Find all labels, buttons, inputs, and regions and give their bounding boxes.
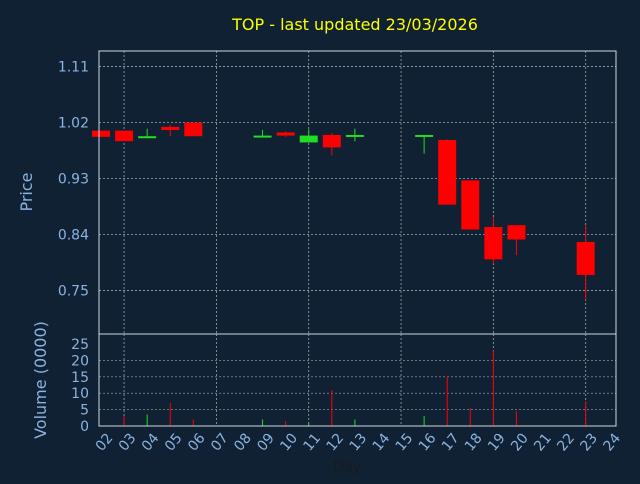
price-y-tick-label: 0.75 xyxy=(58,283,89,299)
x-tick-label: 10 xyxy=(277,430,301,454)
price-candles xyxy=(92,122,595,300)
volume-y-tick-label: 5 xyxy=(80,403,89,419)
x-tick-label: 11 xyxy=(300,430,324,454)
candle-body-23 xyxy=(576,241,595,275)
candle-body-13 xyxy=(345,134,364,137)
candle-body-03 xyxy=(115,130,134,142)
x-tick-label: 12 xyxy=(324,430,348,454)
volume-y-tick-label: 15 xyxy=(71,370,89,386)
x-tick-label: 02 xyxy=(93,430,117,454)
candle-body-02 xyxy=(92,130,110,137)
x-tick-label: 13 xyxy=(347,430,371,454)
price-y-tick-labels: 1.11 1.02 0.93 0.84 0.75 xyxy=(58,60,89,300)
x-tick-labels: 02 03 04 05 06 07 08 09 10 11 12 13 14 15 16 17 18 19 20 21… xyxy=(93,430,625,454)
price-y-tick-label: 1.02 xyxy=(58,116,89,132)
candle-body-16 xyxy=(415,134,434,137)
chart-title: TOP - last updated 23/03/2026 xyxy=(231,15,478,34)
candle-body-19 xyxy=(484,227,503,260)
volume-y-tick-label: 0 xyxy=(80,419,89,435)
volume-grid xyxy=(99,334,616,426)
x-tick-label: 23 xyxy=(577,430,601,454)
candle-body-20 xyxy=(507,225,526,240)
price-axis-label: Price xyxy=(17,172,36,211)
volume-axis-label: Volume (0000) xyxy=(31,321,50,439)
volume-bars xyxy=(123,350,587,426)
x-tick-label: 03 xyxy=(116,430,140,454)
price-y-tick-label: 1.11 xyxy=(58,60,89,76)
x-tick-label: 17 xyxy=(439,430,463,454)
price-y-tick-label: 0.93 xyxy=(58,172,89,188)
price-frame xyxy=(98,50,617,335)
x-tick-label: 15 xyxy=(393,430,417,454)
x-tick-label: 05 xyxy=(162,430,186,454)
candle-body-18 xyxy=(461,180,480,230)
volume-y-tick-label: 25 xyxy=(71,337,89,353)
x-tick-label: 08 xyxy=(231,430,255,454)
candle-body-06 xyxy=(184,122,203,137)
x-tick-label: 19 xyxy=(485,430,509,454)
candle-body-04 xyxy=(138,136,157,139)
candle-body-17 xyxy=(438,139,457,205)
x-tick-label: 22 xyxy=(554,430,578,454)
x-tick-label: 04 xyxy=(139,430,163,454)
price-y-tick-label: 0.84 xyxy=(58,227,89,243)
candle-body-12 xyxy=(322,134,341,148)
x-tick-label: 14 xyxy=(370,430,394,454)
volume-y-tick-label: 20 xyxy=(71,353,89,369)
price-grid xyxy=(99,51,616,334)
x-axis-label: Day xyxy=(333,459,361,475)
candle-body-09 xyxy=(253,135,272,138)
price-panel: 1.11 1.02 0.93 0.84 0.75 Price xyxy=(17,50,617,335)
candle-body-05 xyxy=(161,126,180,130)
x-tick-label: 09 xyxy=(254,430,278,454)
volume-y-tick-label: 10 xyxy=(71,386,89,402)
candle-body-10 xyxy=(276,132,295,136)
x-tick-label: 21 xyxy=(531,430,555,454)
x-tick-label: 24 xyxy=(600,430,624,454)
x-tick-label: 20 xyxy=(508,430,532,454)
candle-body-11 xyxy=(299,135,318,143)
x-tick-label: 07 xyxy=(208,430,232,454)
x-tick-label: 16 xyxy=(416,430,440,454)
volume-frame xyxy=(98,333,617,427)
x-tick-label: 18 xyxy=(462,430,486,454)
x-tick-label: 06 xyxy=(185,430,209,454)
